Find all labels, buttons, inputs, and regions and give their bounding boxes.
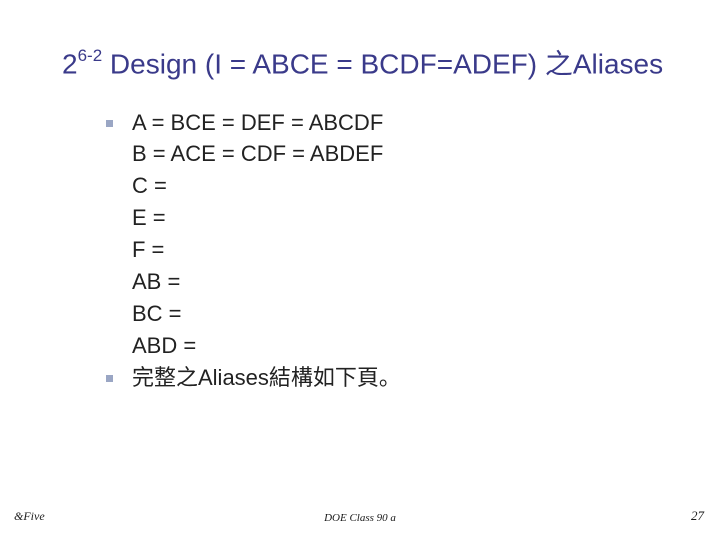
body-line: E = (106, 202, 680, 234)
bullet-item: 完整之Aliases結構如下頁。 (106, 362, 680, 394)
title-superscript: 6-2 (78, 46, 103, 65)
body-line: C = (106, 170, 680, 202)
title-rest: Design (I = ABCE = BCDF=ADEF) 之Aliases (102, 48, 663, 79)
body-line: F = (106, 234, 680, 266)
body-line: BC = (106, 298, 680, 330)
title-base: 2 (62, 48, 78, 79)
body-line: A = BCE = DEF = ABCDF (132, 110, 383, 135)
footer-center: DOE Class 90 a (0, 512, 720, 524)
bullet-item: A = BCE = DEF = ABCDF (106, 107, 680, 139)
square-bullet-icon (106, 375, 113, 382)
slide: 26-2 Design (I = ABCE = BCDF=ADEF) 之Alia… (0, 0, 720, 540)
body-line: 完整之Aliases結構如下頁。 (132, 365, 401, 390)
body-line: B = ACE = CDF = ABDEF (106, 138, 680, 170)
slide-title: 26-2 Design (I = ABCE = BCDF=ADEF) 之Alia… (0, 48, 720, 81)
slide-body: A = BCE = DEF = ABCDF B = ACE = CDF = AB… (0, 107, 720, 394)
square-bullet-icon (106, 120, 113, 127)
body-line: AB = (106, 266, 680, 298)
body-line: ABD = (106, 330, 680, 362)
footer-page-number: 27 (691, 508, 704, 524)
